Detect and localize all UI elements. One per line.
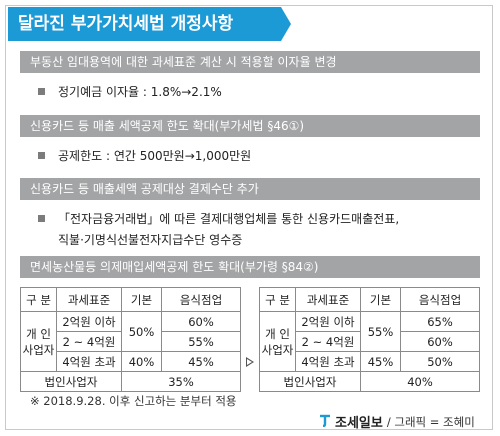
table-before: 구 분 과세표준 기본 음식점업 개 인 사업자 2억원 이하 50% 60% … bbox=[20, 287, 241, 392]
bullet-text: 공제한도 : 연간 500만원→1,000만원 bbox=[58, 149, 252, 163]
bullet-text-line1: 「전자금융거래법」에 따른 결제대행업체를 통한 신용카드매출전표, bbox=[58, 212, 400, 226]
col-header-rate: 기본 bbox=[121, 287, 162, 312]
col-header-food: 음식점업 bbox=[161, 287, 241, 312]
bullet-text-line2: 직불·기명식선불전자지급수단 영수증 bbox=[58, 233, 243, 247]
square-bullet-icon bbox=[38, 88, 45, 95]
cell-base: 2억원 이하 bbox=[56, 311, 122, 332]
chosun-ilbo-logo-icon bbox=[318, 413, 332, 430]
square-bullet-icon bbox=[38, 152, 45, 159]
col-header-food: 음식점업 bbox=[400, 287, 480, 312]
page-title: 달라진 부가가치세법 개정사항 bbox=[8, 7, 281, 41]
title-tab-tail bbox=[281, 7, 291, 41]
row-label-individual: 개 인 사업자 bbox=[20, 311, 57, 372]
row-label-individual: 개 인 사업자 bbox=[259, 311, 296, 372]
col-header-rate: 기본 bbox=[360, 287, 401, 312]
graphic-credit: / 그래픽 = 조혜미 bbox=[386, 414, 475, 429]
table-row: 4억원 초과 40% 45% bbox=[21, 351, 241, 372]
cell-corporate: 35% bbox=[121, 371, 241, 392]
cell-food: 60% bbox=[400, 331, 480, 352]
col-header-gubun: 구 분 bbox=[259, 287, 296, 312]
cell-base: 2 ~ 4억원 bbox=[56, 331, 122, 352]
bullet-text: 정기예금 이자율 : 1.8%→2.1% bbox=[58, 85, 222, 99]
cell-rate: 40% bbox=[121, 351, 162, 372]
publisher-logo-text: 조세일보 bbox=[335, 416, 383, 431]
cell-base: 2 ~ 4억원 bbox=[295, 331, 361, 352]
cell-food: 45% bbox=[161, 351, 241, 372]
row-label-corporate: 법인사업자 bbox=[259, 371, 361, 392]
cell-food: 65% bbox=[400, 311, 480, 332]
section-bullet-payment-methods: 「전자금융거래법」에 따른 결제대행업체를 통한 신용카드매출전표, 직불·기명… bbox=[38, 210, 399, 248]
cell-food: 55% bbox=[161, 331, 241, 352]
row-label-corporate: 법인사업자 bbox=[20, 371, 122, 392]
table-row: 개 인 사업자 2억원 이하 55% 65% bbox=[259, 311, 480, 372]
section-bullet-interest-rate: 정기예금 이자율 : 1.8%→2.1% bbox=[38, 83, 222, 100]
cell-rate: 45% bbox=[360, 351, 401, 372]
section-bullet-card-credit-limit: 공제한도 : 연간 500만원→1,000만원 bbox=[38, 147, 251, 164]
footer-credit: 조세일보 / 그래픽 = 조혜미 bbox=[318, 412, 475, 431]
table-row: 개 인 사업자 2억원 이하 50% 60% bbox=[20, 311, 241, 372]
square-bullet-icon bbox=[38, 215, 45, 222]
section-heading-payment-methods: 신용카드 등 매출세액 공제대상 결제수단 추가 bbox=[20, 178, 480, 200]
cell-food: 50% bbox=[400, 351, 480, 372]
table-after: 구 분 과세표준 기본 음식점업 개 인 사업자 2억원 이하 55% 65% … bbox=[259, 287, 480, 392]
cell-base: 2억원 이하 bbox=[295, 311, 361, 332]
col-header-base: 과세표준 bbox=[295, 287, 361, 312]
table-row: 법인사업자 40% bbox=[259, 371, 480, 392]
section-heading-card-credit-limit: 신용카드 등 매출 세액공제 한도 확대(부가세법 §46①) bbox=[20, 115, 480, 137]
cell-food: 60% bbox=[161, 311, 241, 332]
cell-rate: 55% bbox=[360, 311, 401, 352]
section-heading-deemed-input-tax: 면세농산물등 의제매입세액공제 한도 확대(부가령 §84②) bbox=[20, 256, 480, 278]
section-heading-interest-rate: 부동산 임대용역에 대한 과세표준 계산 시 적용할 이자율 변경 bbox=[20, 51, 480, 73]
col-header-base: 과세표준 bbox=[56, 287, 122, 312]
cell-base: 4억원 초과 bbox=[56, 351, 122, 372]
cell-corporate: 40% bbox=[360, 371, 480, 392]
footnote: ※ 2018.9.28. 이후 신고하는 분부터 적용 bbox=[30, 394, 237, 408]
col-header-gubun: 구 분 bbox=[20, 287, 57, 312]
arrow-right-icon bbox=[246, 357, 254, 367]
cell-rate: 50% bbox=[121, 311, 162, 352]
cell-base: 4억원 초과 bbox=[295, 351, 361, 372]
table-row: 법인사업자 35% bbox=[20, 371, 241, 392]
table-row: 2 ~ 4억원 60% bbox=[260, 331, 480, 352]
